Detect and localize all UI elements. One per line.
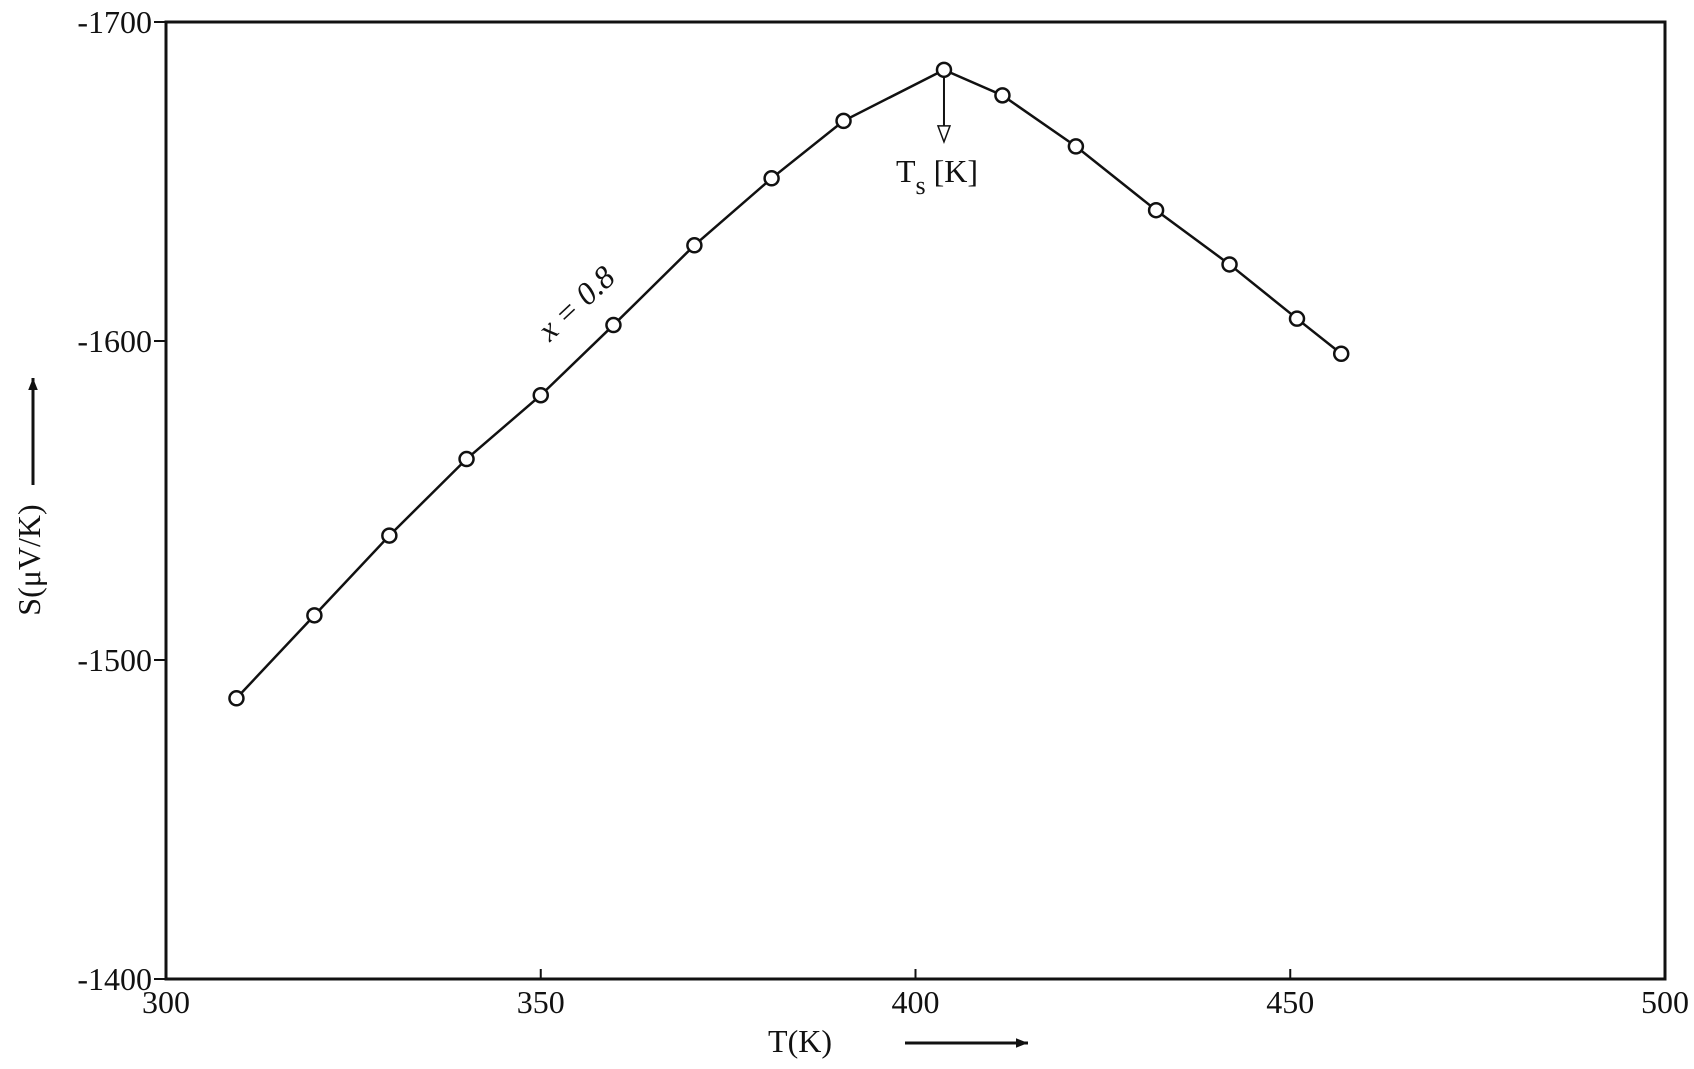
data-point [306, 607, 323, 624]
y-tick-label: -1600 [77, 323, 152, 359]
series-label: x = 0.8 [529, 259, 621, 349]
data-point [686, 237, 703, 254]
data-point [381, 527, 398, 544]
data-point [1067, 138, 1085, 155]
peak-label: Ts [K] [896, 153, 978, 200]
peak-arrow-head [936, 125, 952, 144]
peak-label-main: T [896, 153, 916, 189]
data-point [835, 112, 852, 130]
x-tick-label: 350 [517, 984, 565, 1020]
y-axis-label: S(μV/K) [11, 504, 47, 615]
data-point [763, 170, 780, 187]
data-point [1288, 310, 1306, 327]
data-point [605, 316, 622, 334]
data-point [935, 61, 953, 79]
data-point [228, 690, 245, 707]
data-point [1332, 345, 1350, 363]
x-tick-label: 500 [1641, 984, 1689, 1020]
data-point [532, 386, 549, 404]
data-point [994, 87, 1011, 104]
x-tick-label: 400 [892, 984, 940, 1020]
peak-label-unit: [K] [934, 153, 978, 189]
x-tick-label: 300 [142, 984, 190, 1020]
y-tick-label: -1500 [77, 642, 152, 678]
series-line [235, 68, 1342, 700]
data-point [458, 450, 475, 468]
data-point [1221, 256, 1238, 273]
y-tick-label: -1700 [77, 4, 152, 40]
x-tick-label: 450 [1266, 984, 1314, 1020]
x-axis-label: T(K) [768, 1023, 832, 1059]
peak-label-subscript: s [916, 171, 926, 200]
y-tick-label: -1400 [77, 961, 152, 997]
data-point [1147, 201, 1165, 219]
